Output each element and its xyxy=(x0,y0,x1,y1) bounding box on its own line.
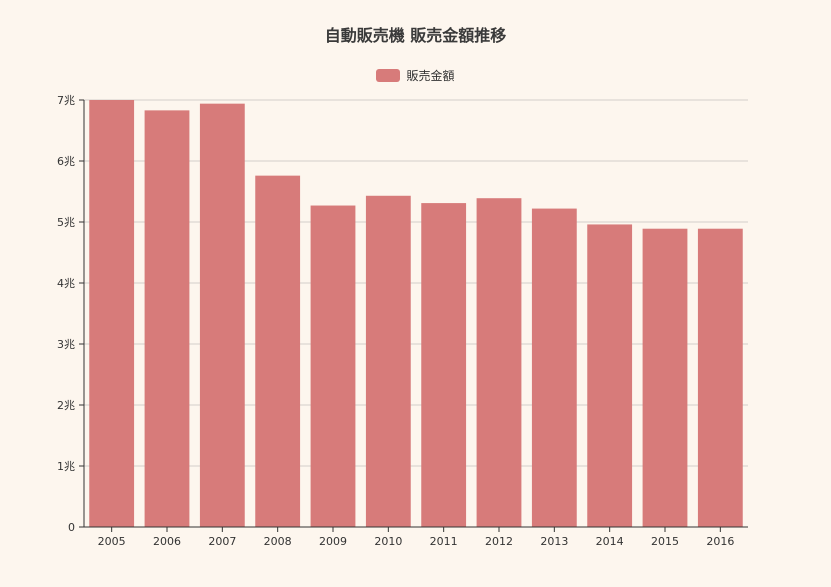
y-tick-label: 4兆 xyxy=(57,277,75,290)
bar-2015 xyxy=(642,228,688,527)
legend-label: 販売金額 xyxy=(406,69,455,83)
x-tick-label: 2005 xyxy=(98,535,126,548)
x-tick-label: 2016 xyxy=(706,535,734,548)
bar-2009 xyxy=(310,205,356,527)
y-tick-label: 7兆 xyxy=(57,94,75,107)
legend-swatch xyxy=(376,69,401,82)
y-tick-label: 0 xyxy=(68,521,75,534)
chart-title: 自動販売機 販売金額推移 xyxy=(324,26,507,45)
x-tick-label: 2011 xyxy=(430,535,458,548)
y-tick-label: 3兆 xyxy=(57,338,75,351)
y-tick-label: 6兆 xyxy=(57,155,75,168)
bar-2013 xyxy=(531,208,577,527)
x-tick-label: 2014 xyxy=(596,535,624,548)
y-tick-label: 2兆 xyxy=(57,399,75,412)
bar-2006 xyxy=(144,110,190,528)
x-tick-label: 2006 xyxy=(153,535,181,548)
legend: 販売金額 xyxy=(0,67,831,84)
bar-2007 xyxy=(199,103,245,527)
bar-2005 xyxy=(89,100,135,527)
x-tick-label: 2010 xyxy=(374,535,402,548)
bar-2010 xyxy=(365,195,411,527)
x-tick-label: 2007 xyxy=(208,535,236,548)
y-tick-label: 5兆 xyxy=(57,216,75,229)
x-tick-label: 2009 xyxy=(319,535,347,548)
y-tick-label: 1兆 xyxy=(57,460,75,473)
bar-2011 xyxy=(421,203,467,527)
bar-2016 xyxy=(697,228,743,527)
bar-2014 xyxy=(587,224,633,527)
x-tick-label: 2008 xyxy=(264,535,292,548)
bar-2012 xyxy=(476,198,522,527)
x-tick-label: 2012 xyxy=(485,535,513,548)
x-tick-label: 2013 xyxy=(540,535,568,548)
bar-2008 xyxy=(255,175,301,527)
x-tick-label: 2015 xyxy=(651,535,679,548)
